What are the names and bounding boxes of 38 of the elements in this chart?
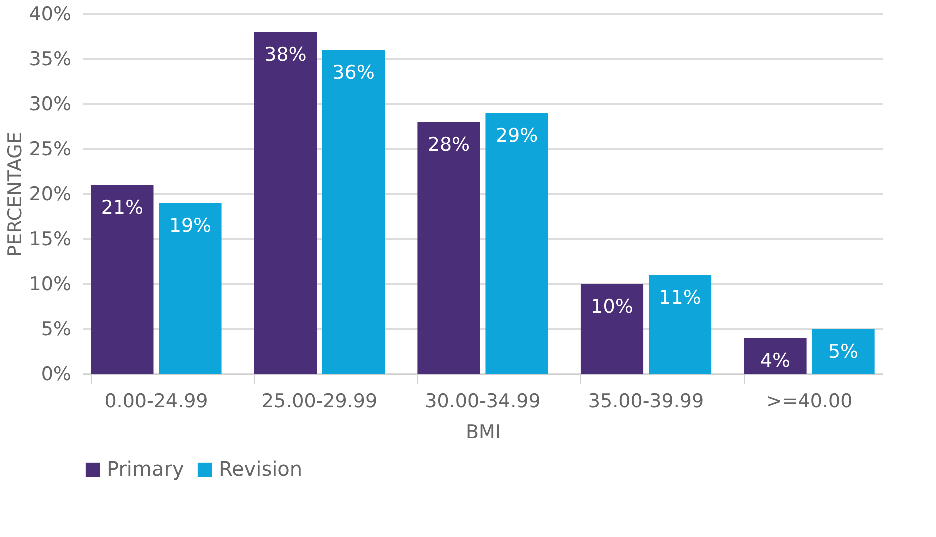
- data-label: 21%: [101, 197, 144, 219]
- y-tick-label: 25%: [29, 138, 72, 160]
- x-axis-title: BMI: [466, 422, 502, 444]
- x-tick-label: 0.00-24.99: [104, 390, 208, 412]
- y-tick-label: 15%: [29, 228, 72, 250]
- y-tick-label: 20%: [29, 184, 72, 206]
- x-tick-label: 35.00-39.99: [588, 390, 704, 412]
- data-label: 28%: [428, 134, 470, 156]
- bar: [159, 203, 222, 374]
- data-label: 36%: [332, 62, 375, 84]
- y-tick-label: 30%: [29, 94, 72, 116]
- x-tick-label: >=40.00: [766, 390, 853, 412]
- bar: [254, 32, 318, 374]
- bar: [91, 185, 154, 374]
- bar: [648, 275, 712, 374]
- bar: [812, 329, 875, 374]
- x-tick-label: 30.00-34.99: [425, 390, 541, 412]
- y-tick-label: 5%: [41, 318, 72, 340]
- y-tick-label: 40%: [29, 4, 72, 26]
- bar: [418, 122, 480, 374]
- y-tick-label: 0%: [41, 364, 72, 386]
- data-label: 11%: [659, 287, 702, 309]
- bar: [322, 50, 386, 374]
- bar: [486, 113, 548, 374]
- data-label: 29%: [496, 125, 538, 147]
- bar: [580, 284, 644, 374]
- legend-label: Primary: [107, 457, 184, 481]
- x-tick-label: 25.00-29.99: [262, 390, 378, 412]
- data-label: 19%: [169, 215, 212, 237]
- data-label: 4%: [760, 350, 791, 372]
- data-label: 10%: [591, 296, 634, 318]
- y-tick-label: 35%: [29, 48, 72, 70]
- bar: [744, 338, 807, 374]
- data-label: 5%: [828, 341, 859, 363]
- data-label: 38%: [264, 44, 307, 66]
- legend-label: Revision: [219, 457, 303, 481]
- y-tick-label: 10%: [29, 274, 72, 296]
- y-axis-title: PERCENTAGE: [4, 132, 26, 257]
